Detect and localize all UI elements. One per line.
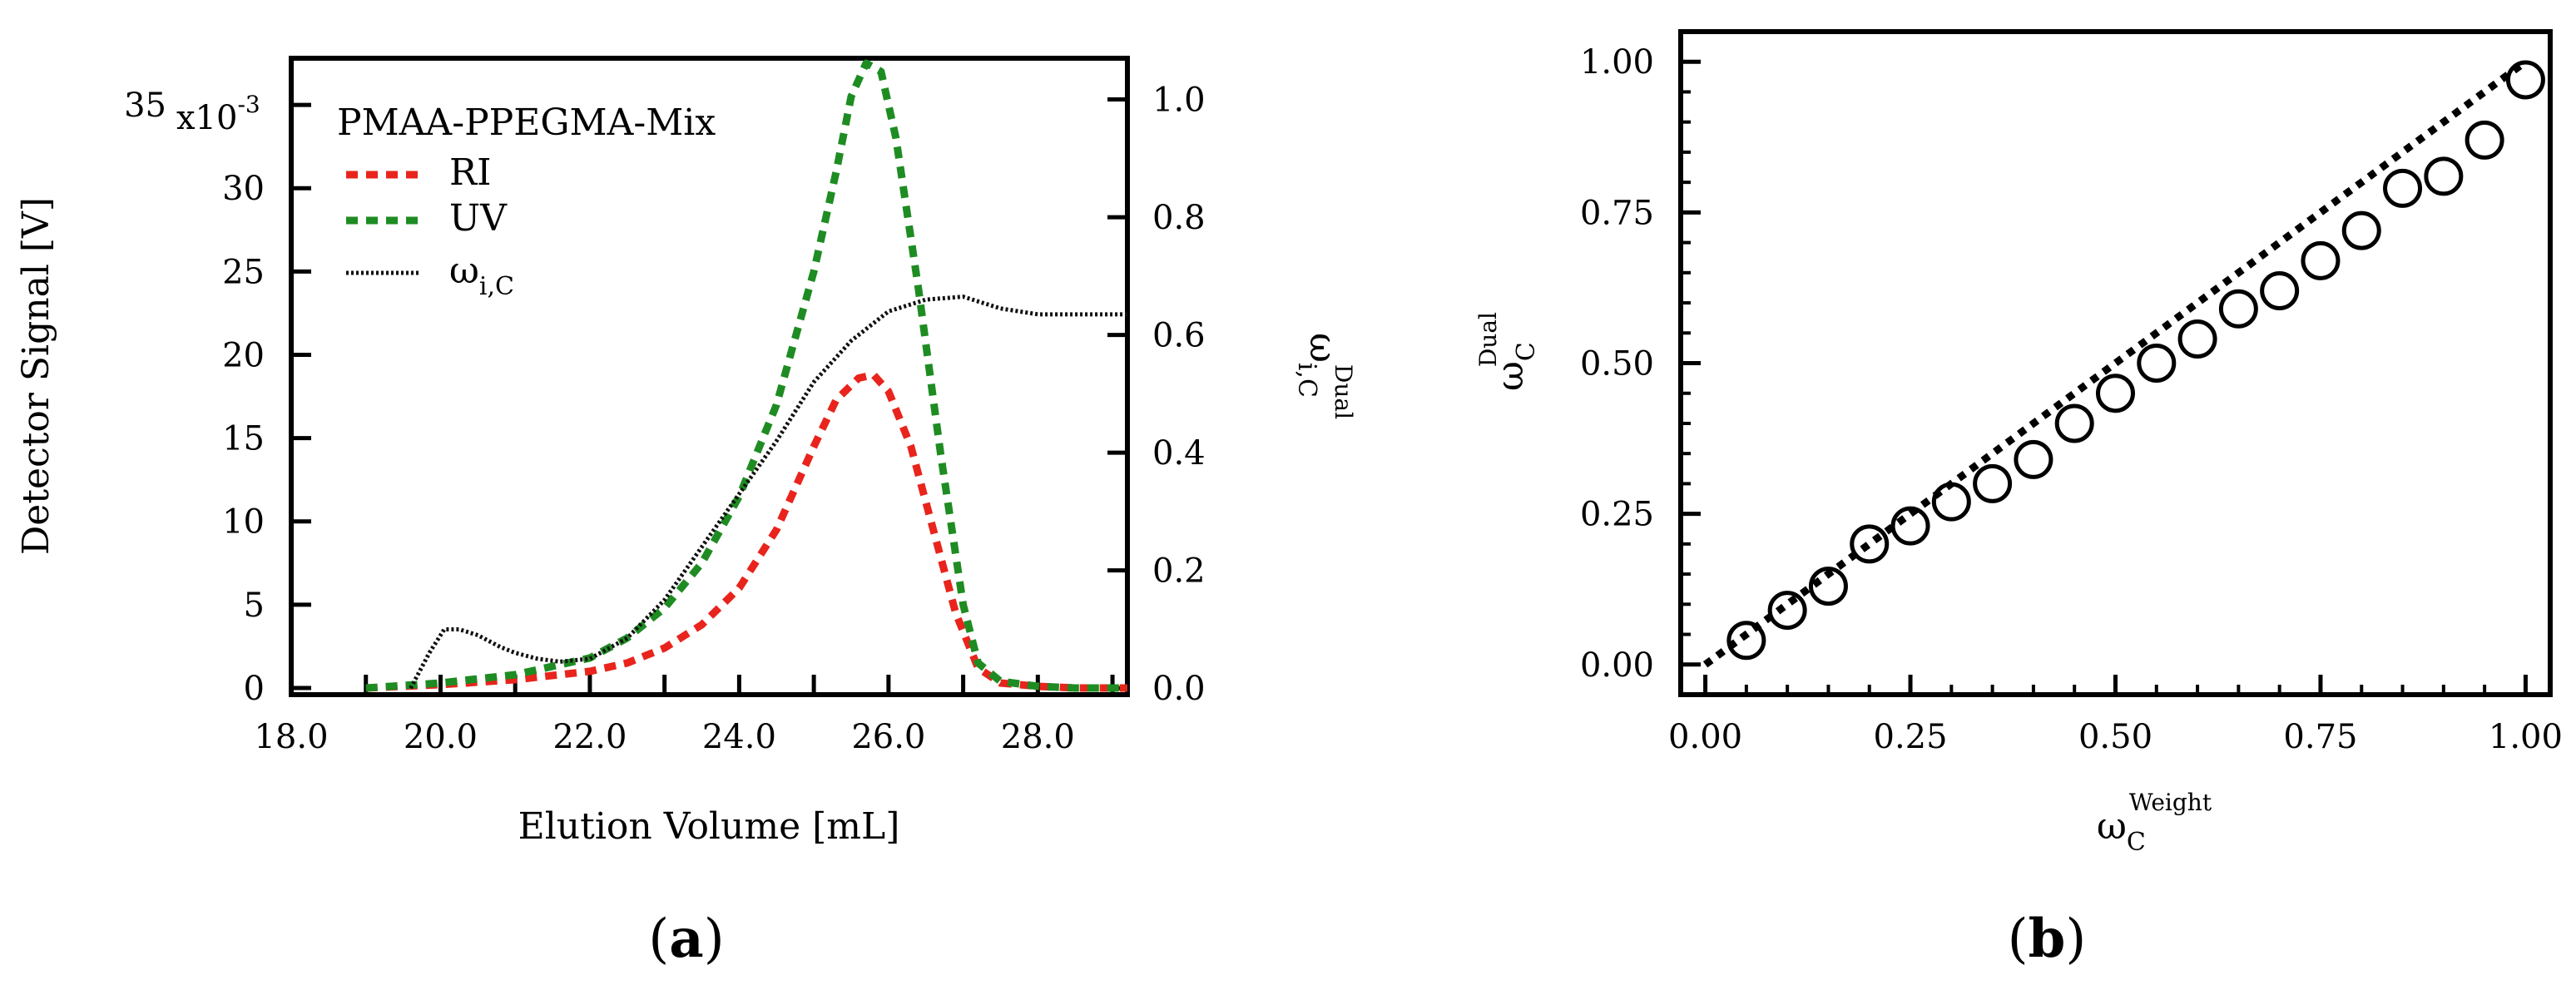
chart-b-y-tick-label: 0.75: [1580, 194, 1654, 232]
chart-b-panel-label: (b): [2008, 908, 2087, 970]
chart-a: 18.0 20.0 22.0 24.0 26.0 28.0 05101520253035 …: [15, 56, 1357, 970]
chart-a-y2-tick-label: 0.4: [1152, 434, 1206, 473]
chart-b-x-label: ωCWeight: [2097, 789, 2212, 857]
chart-a-legend: PMAA-PPEGMA-Mix RI UV ωi,C: [337, 101, 716, 301]
chart-a-x-tick-label: 20.0: [404, 718, 478, 756]
chart-a-y-tick-label: 30: [222, 170, 265, 208]
chart-a-x-tick-label: 22.0: [552, 718, 627, 756]
chart-a-y-tick-label: 15: [222, 420, 265, 458]
chart-b-x-tick-label: 0.75: [2283, 718, 2357, 756]
chart-a-y-tick-label: 25: [222, 253, 265, 291]
chart-a-y-tick-label: 0: [244, 670, 265, 708]
chart-a-y2-label: ωi,C Dual: [1292, 333, 1357, 419]
chart-b: 0.00 0.25 0.50 0.75 1.00 0.00 0.25 0.50 0.75 1.0…: [1474, 29, 2563, 970]
chart-b-data-point: [2218, 289, 2258, 329]
chart-a-y-ticks: 0 5 10 15 20 25 30 35: [124, 87, 311, 708]
chart-a-series: [365, 59, 1127, 692]
chart-b-y-tick-label: 1.00: [1580, 43, 1654, 82]
chart-a-x-tick-label: 18.0: [254, 718, 328, 756]
chart-b-y-tick-label: 0.50: [1580, 345, 1654, 384]
chart-b-series: [1702, 58, 2545, 668]
chart-a-y2-tick-label: 0.0: [1152, 670, 1206, 708]
chart-a-y2-tick-label: 1.0: [1152, 82, 1206, 120]
chart-a-series-ri-line: [365, 370, 1127, 692]
chart-b-data-point: [2260, 271, 2300, 311]
chart-a-x-tick-label: 28.0: [1001, 718, 1075, 756]
chart-b-x-ticks: 0.00 0.25 0.50 0.75 1.00: [1668, 675, 2563, 756]
chart-a-x-tick-label: 26.0: [851, 718, 925, 756]
chart-a-legend-title: PMAA-PPEGMA-Mix: [337, 101, 716, 144]
chart-a-y2-tick-label: 0.8: [1152, 199, 1206, 237]
chart-b-y-tick-label: 0.25: [1580, 496, 1654, 534]
chart-a-y-label: Detector Signal [V]: [15, 197, 57, 555]
chart-a-y2-tick-label: 0.6: [1152, 317, 1206, 355]
chart-b-x-tick-label: 1.00: [2489, 718, 2563, 756]
chart-a-y-tick-label: 10: [222, 503, 265, 542]
chart-b-data-point: [1973, 463, 2013, 503]
chart-b-y-tick-label: 0.00: [1580, 646, 1654, 685]
chart-b-data-point: [2505, 60, 2545, 100]
chart-b-data-point: [2054, 403, 2094, 443]
chart-a-series-omega-line: [409, 295, 1127, 690]
chart-a-x-tick-label: 24.0: [702, 718, 776, 756]
chart-b-data-point: [2424, 156, 2464, 196]
chart-a-frame: [289, 56, 1130, 697]
chart-b-data-point: [2177, 319, 2217, 359]
chart-b-y-label: ωCDual: [1474, 312, 1541, 391]
chart-a-panel-label: (a): [648, 908, 724, 970]
chart-a-y2-tick-label: 0.2: [1152, 552, 1206, 591]
chart-b-data-point: [2014, 439, 2053, 479]
chart-b-data-point: [1808, 567, 1848, 606]
chart-b-data-point: [1767, 591, 1807, 631]
chart-b-x-tick-label: 0.25: [1874, 718, 1948, 756]
chart-b-data-point: [1890, 506, 1930, 546]
legend-ri-label: RI: [449, 151, 492, 194]
chart-a-y-exponent: x10-3: [176, 91, 260, 137]
legend-uv-label: UV: [449, 197, 508, 240]
chart-b-data-point: [2465, 120, 2504, 160]
chart-b-data-point: [2341, 210, 2381, 250]
legend-omega-label: ωi,C: [449, 250, 514, 301]
chart-a-y-tick-label: 20: [222, 336, 265, 374]
chart-b-reference-line: [1702, 58, 2529, 668]
chart-b-data-point: [1850, 524, 1890, 564]
chart-b-y-ticks: 0.00 0.25 0.50 0.75 1.00: [1580, 43, 1701, 685]
chart-a-x-ticks: 18.0 20.0 22.0 24.0 26.0 28.0: [254, 675, 1115, 756]
chart-b-data-point: [2137, 344, 2177, 383]
chart-a-y-tick-label: 5: [244, 587, 265, 625]
chart-a-y2-ticks: 0.0 0.2 0.4 0.6 0.8 1.0: [1107, 82, 1206, 708]
chart-b-data-point: [1726, 621, 1766, 661]
chart-b-data-point: [2301, 240, 2341, 280]
chart-a-x-label: Elution Volume [mL]: [518, 805, 900, 848]
chart-b-x-tick-label: 0.50: [2078, 718, 2152, 756]
chart-a-y-tick-label: 35: [124, 87, 166, 125]
chart-a-series-uv-line: [365, 59, 1127, 692]
chart-b-data-point: [2096, 374, 2135, 413]
chart-b-x-tick-label: 0.00: [1668, 718, 1742, 756]
chart-b-data-point: [1931, 482, 1971, 522]
chart-b-data-point: [2383, 168, 2423, 208]
